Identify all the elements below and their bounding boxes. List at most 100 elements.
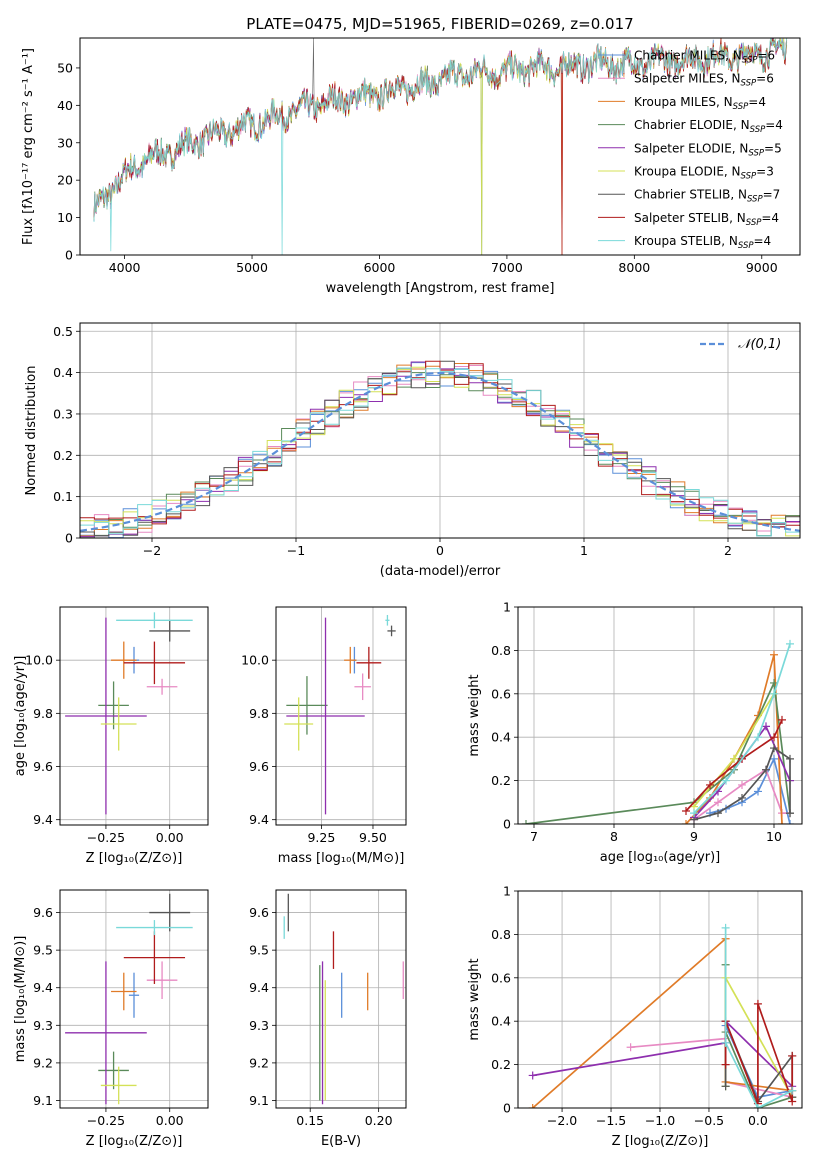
legend-text: Salpeter ELODIE, N (634, 141, 748, 155)
legend-gaussian-label: 𝒩(0,1) (738, 337, 781, 352)
x-tick-label: 6000 (364, 260, 396, 275)
plot-area (93, 38, 788, 255)
x-axis-label: Z [log₁₀(Z/Z⊙)] (612, 1134, 709, 1149)
y-tick-label: 1 (503, 600, 511, 615)
x-tick-label: −0.25 (87, 830, 125, 845)
legend-tail: =6 (756, 72, 774, 86)
y-tick-label: 10.0 (241, 653, 269, 668)
x-tick-label: 10 (766, 829, 782, 844)
y-tick-label: 0.2 (491, 773, 511, 788)
y-tick-label: 20 (57, 173, 73, 188)
legend-entry: Kroupa STELIB, NSSP=4 (634, 234, 771, 251)
mass-weight-marker (730, 754, 738, 763)
mass-weight-marker (706, 780, 714, 789)
y-tick-label: 0.2 (491, 1057, 511, 1072)
x-axis-label: (data-model)/error (380, 564, 501, 579)
mass-weight-marker (721, 1060, 730, 1069)
mass-weight-marker (721, 923, 730, 932)
mass-weight-line (724, 927, 793, 1108)
mass-weight-marker (722, 776, 730, 785)
x-tick-label: 0.20 (365, 1113, 393, 1128)
plot-area (283, 893, 404, 1105)
y-tick-label: 50 (57, 60, 73, 75)
legend-entry: Salpeter STELIB, NSSP=4 (634, 211, 779, 228)
mass-weight-marker (770, 754, 778, 763)
legend-text: Kroupa STELIB, N (634, 234, 738, 248)
y-tick-label: 0.6 (491, 970, 511, 985)
legend-sub: SSP (747, 195, 763, 205)
legend-tail: =7 (763, 188, 781, 202)
x-tick-label: 9.50 (359, 830, 387, 845)
mass-weight-marker (788, 1086, 797, 1095)
y-tick-label: 9.6 (33, 759, 53, 774)
x-tick-label: 8000 (618, 260, 650, 275)
y-axis-label: Normed distribution (24, 366, 39, 496)
x-tick-label: −1.5 (596, 1113, 626, 1128)
figure-title: PLATE=0475, MJD=51965, FIBERID=0269, z=0… (246, 15, 633, 33)
mass-weight-line (724, 974, 793, 1098)
mass-weight-marker (690, 809, 698, 818)
legend-sub: SSP (746, 218, 762, 228)
panel-spectrum: 4000 5000 6000 7000 8000 9000 0 10 20 30 40 50 wavel… (21, 37, 801, 296)
legend-tail: =6 (757, 49, 775, 63)
axes-frame (275, 606, 407, 826)
legend-tail: =4 (754, 234, 772, 248)
y-tick-label: 0.3 (53, 406, 73, 421)
mass-weight-line (532, 1019, 793, 1087)
x-tick-label: 2 (724, 543, 732, 558)
x-tick-label: −2 (143, 543, 161, 558)
x-tick-label: 0 (436, 543, 444, 558)
legend-tail: =4 (748, 95, 766, 109)
x-tick-label: 9.25 (307, 830, 335, 845)
x-tick-label: 1 (580, 543, 588, 558)
y-axis-label: mass weight (467, 958, 482, 1040)
y-tick-label: 9.3 (249, 1018, 269, 1033)
mass-weight-marker (770, 689, 778, 698)
x-axis-label: wavelength [Angstrom, rest frame] (326, 281, 555, 296)
y-tick-label: 9.6 (249, 905, 269, 920)
plot-area (65, 893, 193, 1105)
mass-weight-marker (714, 809, 722, 818)
hist-8 (80, 367, 800, 538)
x-axis-label: E(B-V) (321, 1134, 361, 1149)
legend-text: Kroupa MILES, N (634, 95, 733, 109)
mass-weight-marker (786, 754, 794, 763)
legend-text: Salpeter STELIB, N (634, 211, 746, 225)
y-tick-label: 1 (503, 884, 511, 899)
plot-area (80, 360, 800, 538)
x-tick-label: −1 (287, 543, 305, 558)
mass-weight-marker (770, 733, 778, 742)
y-tick-label: 9.4 (249, 980, 269, 995)
mass-weight-marker (762, 765, 770, 774)
legend-sub: SSP (742, 56, 758, 66)
mass-weight-marker (721, 1082, 730, 1091)
x-tick-label: 9000 (746, 260, 778, 275)
x-tick-label: 4000 (109, 260, 141, 275)
x-tick-label: 8 (610, 829, 618, 844)
x-tick-label: −0.25 (87, 1113, 125, 1128)
x-tick-label: 0.00 (156, 830, 184, 845)
axes-frame (59, 889, 209, 1109)
y-tick-label: 0 (65, 248, 73, 263)
legend-sub: SSP (750, 125, 766, 135)
y-tick-label: 9.8 (249, 706, 269, 721)
y-tick-label: 30 (57, 135, 73, 150)
x-axis-label: mass [log₁₀(M/M⊙)] (278, 851, 405, 866)
x-axis-label: Z [log₁₀(Z/Z⊙)] (86, 1134, 183, 1149)
mass-weight-marker (738, 780, 746, 789)
y-tick-label: 9.3 (33, 1018, 53, 1033)
x-tick-label: −1.0 (645, 1113, 675, 1128)
x-tick-label: 7000 (491, 260, 523, 275)
legend-text: Salpeter MILES, N (634, 72, 741, 86)
x-tick-label: −0.5 (694, 1113, 724, 1128)
y-tick-label: 9.4 (33, 980, 53, 995)
y-axis-label: mass weight (467, 674, 482, 756)
mass-weight-marker (754, 787, 762, 796)
x-axis-label: age [log₁₀(age/yr)] (600, 850, 721, 865)
legend-entry: Chabrier MILES, NSSP=6 (634, 49, 775, 66)
y-tick-label: 10 (57, 210, 73, 225)
legend-text: Chabrier STELIB, N (634, 188, 747, 202)
y-tick-label: 9.1 (33, 1093, 53, 1108)
panel-mass-vs-Z: −0.25 0.00 9.1 9.2 9.3 9.4 9.5 9.6 Z [log₁₀(Z/Z⊙… (13, 889, 209, 1149)
